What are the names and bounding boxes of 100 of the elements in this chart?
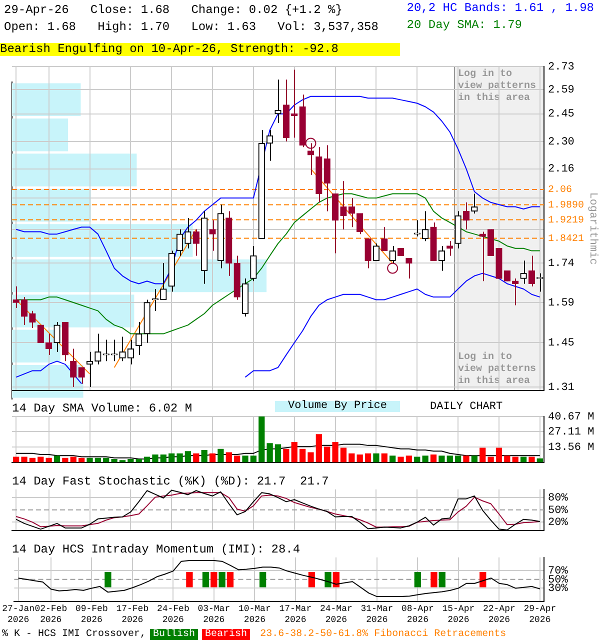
candlestick (324, 144, 330, 212)
bar (332, 442, 338, 462)
y-tick-label: 1.74 (548, 258, 575, 270)
bar (266, 443, 273, 462)
chart-subtitle: Open: 1.68 High: 1.70 Low: 1.63 Vol: 3,537,358 (4, 20, 378, 34)
x-tick-label: 17-Mar 2026 (279, 604, 312, 625)
x-tick-label: 15-Apr 2026 (442, 604, 475, 625)
candlestick (37, 324, 44, 344)
candlestick (94, 333, 102, 365)
text: % K - HCS IMI Crossover, (2, 628, 146, 640)
x-tick-label: 24-Mar 2026 (320, 604, 352, 625)
x-tick-label: 02-Feb 2026 (34, 604, 68, 625)
x-tick-label: 08-Apr 2026 (401, 604, 434, 625)
bar (218, 448, 224, 462)
bar (454, 456, 462, 462)
bar (12, 118, 68, 152)
candlestick (372, 243, 380, 262)
bar (422, 456, 428, 462)
ref-line-label: 1.9890 (548, 200, 584, 212)
x-tick-label: 29-Apr 2026 (524, 604, 556, 625)
candlestick (406, 258, 412, 279)
candlestick (479, 231, 486, 282)
ref-line-label: 1.9219 (548, 215, 584, 226)
bar (201, 450, 208, 462)
bar (480, 448, 486, 462)
bar (111, 459, 118, 462)
candlestick (12, 286, 20, 309)
bar (373, 453, 380, 462)
chart-title: 14 Day HCS Intraday Momentum (IMI): 28.4 (12, 542, 300, 556)
bar (176, 453, 183, 462)
bar (242, 456, 248, 462)
y-tick-label: 2.59 (548, 84, 574, 96)
bar (258, 416, 265, 462)
y-tick-label: 1.59 (548, 297, 574, 310)
bar (463, 456, 470, 462)
candlestick (438, 245, 446, 272)
bar (70, 456, 76, 462)
candlestick (102, 339, 110, 362)
bar (12, 83, 81, 116)
bar (193, 453, 200, 462)
candlestick (110, 339, 118, 362)
bar (12, 224, 193, 257)
y-tick-label: 1.45 (548, 338, 574, 350)
text: Volume By Price (275, 400, 400, 412)
ref-line-label: 2.06 (548, 185, 572, 196)
bar (348, 453, 355, 462)
candlestick (119, 336, 126, 362)
bar (504, 456, 510, 462)
candlestick (54, 322, 60, 352)
bar (406, 456, 412, 462)
text: Bearish (202, 628, 250, 640)
bar (414, 456, 420, 462)
chart-title: 14 Day SMA Volume: 6.02 M (12, 401, 192, 416)
candlestick (46, 333, 52, 356)
candlestick (20, 296, 28, 326)
candlestick (184, 217, 192, 249)
y-axis-title: Logarithmic (586, 192, 598, 265)
ref-line-label: 1.8421 (548, 234, 584, 245)
candlestick (520, 260, 527, 284)
bar (308, 452, 314, 462)
x-tick-label: 24-Feb 2026 (156, 604, 190, 625)
annotation: Log in to view patterns in this area (458, 68, 537, 105)
bar (390, 456, 396, 462)
candlestick (266, 130, 274, 162)
candlestick (364, 238, 372, 269)
bar (54, 456, 60, 462)
text: Bearish Engulfing on 10-Apr-26, Strength: -92.8 (0, 42, 400, 56)
bar (356, 454, 363, 462)
bar (21, 456, 28, 462)
candlestick (414, 220, 420, 237)
bar (364, 453, 372, 462)
y-tick-label: 40.67 M (548, 411, 594, 424)
bar (209, 453, 216, 462)
x-tick-label: 03-Mar 2026 (198, 604, 230, 625)
candlestick (160, 262, 167, 300)
candlestick (446, 240, 454, 256)
bar (430, 454, 437, 462)
bar (226, 452, 232, 462)
candlestick (250, 245, 257, 282)
bar (291, 442, 298, 462)
y-tick-label: 20% (548, 517, 568, 530)
x-tick-label: 31-Mar 2026 (360, 604, 394, 625)
y-tick-label: 50% (548, 504, 568, 517)
candlestick (209, 220, 216, 252)
candlestick (192, 228, 200, 256)
bar (438, 456, 445, 462)
bar (520, 456, 527, 462)
candlestick (136, 322, 142, 356)
candlestick (176, 228, 184, 256)
bar (324, 446, 330, 462)
y-tick-label: 2.30 (548, 136, 574, 148)
bar (250, 456, 257, 462)
chart-title: 14 Day Fast Stochastic (%K) (%D): 21.7 21.7 (12, 474, 329, 488)
x-tick-label: 27-Jan 2026 (2, 604, 34, 625)
y-tick-label: 80% (548, 492, 568, 505)
bar (283, 448, 290, 462)
bar (160, 454, 166, 462)
candlestick (471, 193, 478, 214)
bar (496, 448, 502, 462)
x-tick-label: 17-Feb 2026 (116, 604, 149, 625)
